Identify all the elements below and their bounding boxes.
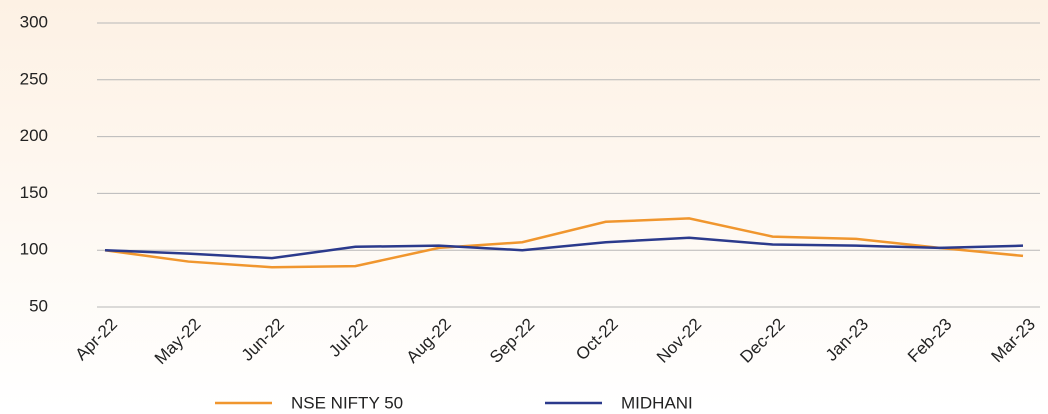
y-tick-label: 300: [20, 12, 48, 31]
y-tick-label: 100: [20, 240, 48, 259]
y-tick-label: 50: [29, 296, 48, 315]
series-line: [104, 217, 1024, 269]
y-tick-label: 200: [20, 126, 48, 145]
legend-label: NSE NIFTY 50: [291, 393, 403, 409]
legend-label: MIDHANI: [621, 393, 693, 409]
y-tick-label: 150: [20, 183, 48, 202]
y-tick-label: 250: [20, 69, 48, 88]
series-line: [104, 236, 1024, 260]
